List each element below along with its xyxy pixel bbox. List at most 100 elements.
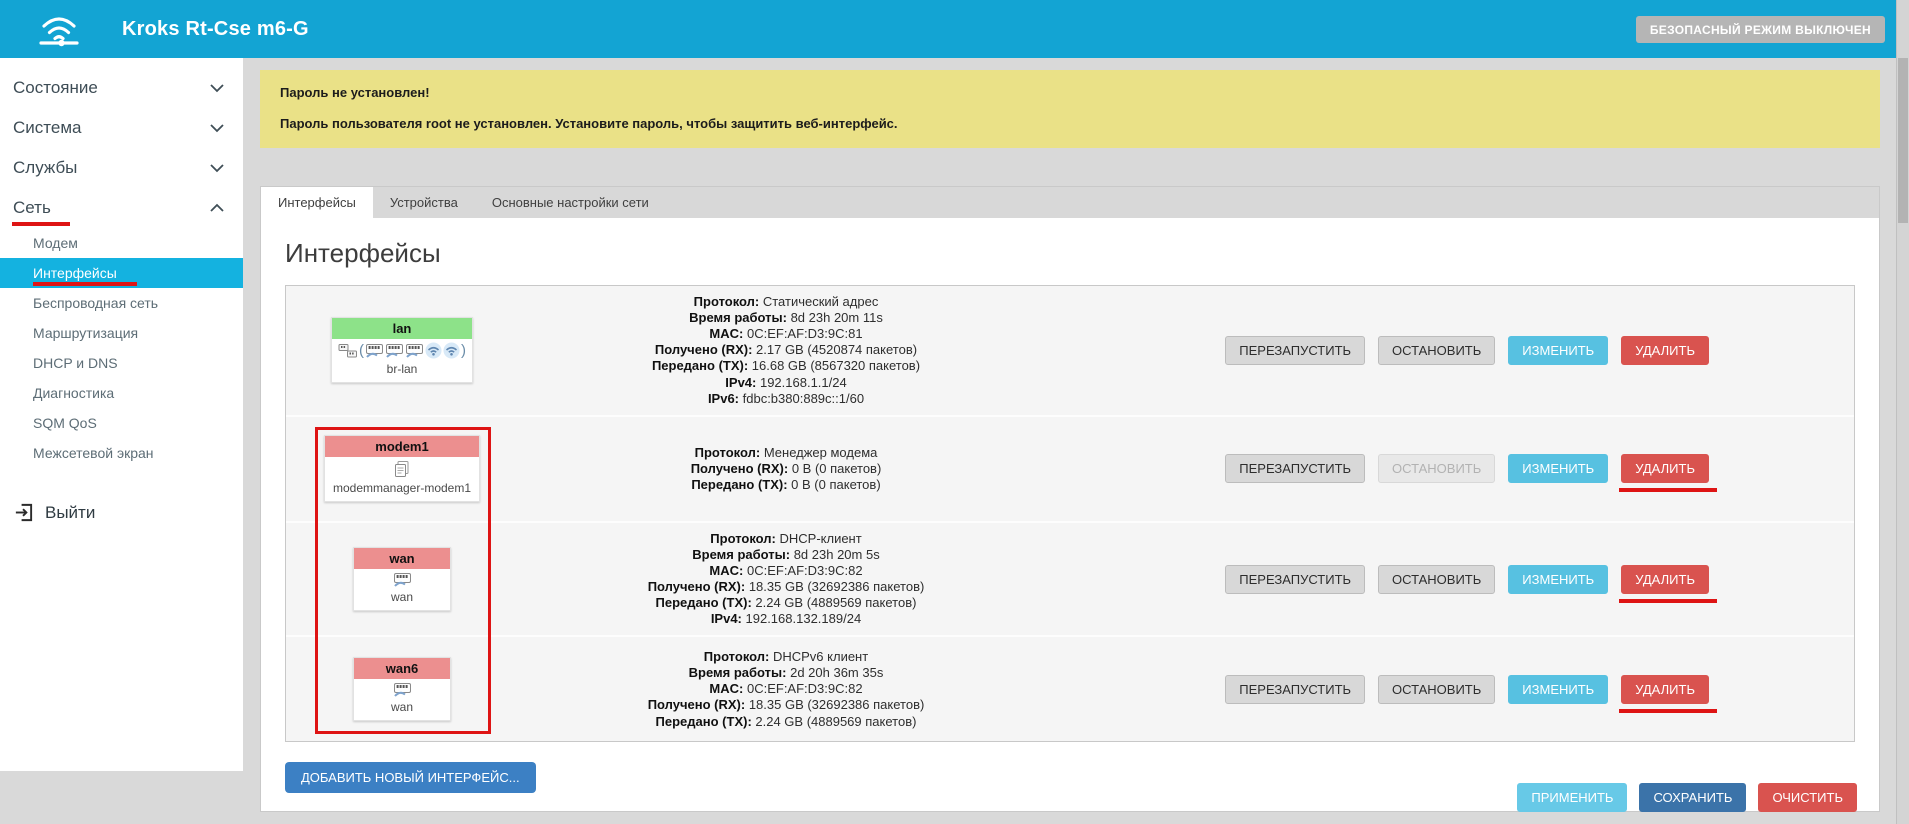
interface-icons: ()	[332, 339, 472, 359]
detail-label: Протокол:	[703, 649, 770, 665]
interfaces-table: lan() br-lan Протокол: Статический адрес Вр…	[285, 285, 1855, 743]
sidebar-section-label: Система	[13, 118, 82, 137]
sidebar-section-system[interactable]: Система	[0, 108, 243, 148]
interface-details: Протокол: DHCP-клиент Время работы: 8d 23…	[518, 531, 1279, 628]
red-underline-annotation	[12, 222, 70, 226]
sidebar-section-services[interactable]: Службы	[0, 148, 243, 188]
restart-button[interactable]: ПЕРЕЗАПУСТИТЬ	[1225, 674, 1366, 704]
detail-line: Передано (TX): 0 B (0 пакетов)	[518, 477, 1054, 493]
interface-badge[interactable]: wan6 wan	[353, 657, 451, 722]
detail-label: Время работы:	[692, 546, 791, 562]
chevron-up-icon	[209, 203, 225, 213]
wifi-icon	[443, 342, 460, 359]
restart-button[interactable]: ПЕРЕЗАПУСТИТЬ	[1225, 454, 1366, 484]
sidebar-item-interfaces[interactable]: Интерфейсы	[0, 258, 243, 288]
delete-button[interactable]: УДАЛИТЬ	[1621, 454, 1709, 484]
interface-actions: ПЕРЕЗАПУСТИТЬ ОСТАНОВИТЬ ИЗМЕНИТЬ УДАЛИТЬ	[1225, 454, 1854, 493]
delete-button[interactable]: УДАЛИТЬ	[1621, 335, 1709, 365]
detail-label: IPv6:	[707, 390, 740, 406]
tab-interfaces[interactable]: Интерфейсы	[261, 187, 373, 218]
paren-text: )	[461, 342, 466, 360]
sidebar-section-label: Состояние	[13, 78, 98, 97]
red-underline-annotation	[1619, 488, 1717, 493]
detail-label: Передано (TX):	[655, 595, 752, 611]
edit-button[interactable]: ИЗМЕНИТЬ	[1508, 454, 1609, 484]
restart-button[interactable]: ПЕРЕЗАПУСТИТЬ	[1225, 335, 1366, 365]
bridge-icon	[338, 343, 358, 359]
stop-button[interactable]: ОСТАНОВИТЬ	[1378, 335, 1496, 365]
footer-actions: ПРИМЕНИТЬ СОХРАНИТЬ ОЧИСТИТЬ	[1517, 783, 1857, 812]
detail-line: Получено (RX): 0 B (0 пакетов)	[518, 461, 1054, 477]
delete-button[interactable]: УДАЛИТЬ	[1621, 564, 1709, 594]
red-underline-annotation	[33, 282, 137, 286]
chevron-down-icon	[209, 163, 225, 173]
ethernet-port-icon	[393, 572, 412, 587]
sidebar-item-firewall[interactable]: Межсетевой экран	[0, 438, 243, 468]
scrollbar-thumb[interactable]	[1898, 58, 1908, 223]
badge-cell: wan6 wan	[286, 657, 518, 722]
page-scrollbar[interactable]	[1896, 0, 1909, 824]
paren-text: (	[359, 342, 364, 360]
detail-value: 192.168.1.1/24	[756, 374, 847, 390]
safe-mode-button[interactable]: БЕЗОПАСНЫЙ РЕЖИМ ВЫКЛЮЧЕН	[1635, 16, 1885, 43]
interface-badge[interactable]: wan wan	[353, 547, 451, 612]
interface-icons	[325, 457, 479, 478]
warning-message: Пароль пользователя root не установлен. …	[280, 116, 898, 131]
detail-line: MAC: 0C:EF:AF:D3:9C:81	[518, 326, 1054, 342]
detail-label: Протокол:	[710, 530, 776, 546]
sidebar-item-label: Модем	[33, 235, 78, 251]
logout-button[interactable]: Выйти	[0, 502, 243, 523]
sidebar-item-dhcp-dns[interactable]: DHCP и DNS	[0, 348, 243, 378]
interface-name: modem1	[324, 436, 480, 458]
ethernet-port-icon	[393, 682, 412, 698]
restart-button[interactable]: ПЕРЕЗАПУСТИТЬ	[1225, 564, 1366, 594]
detail-label: Получено (RX):	[654, 342, 753, 358]
sidebar-item-routing[interactable]: Маршрутизация	[0, 318, 243, 348]
add-interface-button[interactable]: ДОБАВИТЬ НОВЫЙ ИНТЕРФЕЙС...	[285, 762, 536, 794]
tab-devices[interactable]: Устройства	[389, 195, 458, 210]
interface-badge[interactable]: lan() br-lan	[331, 317, 473, 384]
interface-details: Протокол: DHCPv6 клиент Время работы: 2d …	[518, 649, 1279, 730]
sidebar-item-wireless[interactable]: Беспроводная сеть	[0, 288, 243, 318]
stop-button[interactable]: ОСТАНОВИТЬ	[1378, 564, 1496, 594]
edit-button[interactable]: ИЗМЕНИТЬ	[1508, 335, 1609, 365]
sidebar-item-label: SQM QoS	[33, 415, 97, 431]
interface-actions: ПЕРЕЗАПУСТИТЬ ОСТАНОВИТЬ ИЗМЕНИТЬ УДАЛИТЬ	[1225, 335, 1854, 365]
app-title: Kroks Rt-Cse m6-G	[122, 17, 309, 40]
badge-cell: modem1 modemmanager-modem1	[286, 435, 518, 503]
interface-row-wan: wan wan Протокол: DHCP-клиент Время работы:…	[286, 520, 1854, 636]
sidebar-item-modem[interactable]: Модем	[0, 228, 243, 258]
detail-line: Протокол: Менеджер модема	[518, 445, 1054, 461]
password-warning-banner: Пароль не установлен! Пароль пользовател…	[260, 70, 1880, 148]
detail-line: Передано (TX): 2.24 GB (4889569 пакетов)	[518, 714, 1054, 730]
sidebar-item-diagnostics[interactable]: Диагностика	[0, 378, 243, 408]
interface-badge[interactable]: modem1 modemmanager-modem1	[323, 435, 481, 503]
edit-button[interactable]: ИЗМЕНИТЬ	[1508, 564, 1609, 594]
badge-cell: lan() br-lan	[286, 317, 518, 384]
tab-bar: Интерфейсы Устройства Основные настройки с…	[261, 187, 1879, 218]
detail-line: Время работы: 8d 23h 20m 5s	[518, 547, 1054, 563]
interface-row-modem1: modem1 modemmanager-modem1 Протокол: Менед…	[286, 414, 1854, 521]
delete-button[interactable]: УДАЛИТЬ	[1621, 674, 1709, 704]
stop-button[interactable]: ОСТАНОВИТЬ	[1378, 674, 1496, 704]
sidebar-section-label: Сеть	[13, 198, 51, 217]
tab-network-settings[interactable]: Основные настройки сети	[491, 195, 649, 210]
detail-line: IPv4: 192.168.1.1/24	[518, 375, 1054, 391]
detail-value: 2.17 GB (4520874 пакетов)	[752, 342, 918, 358]
sidebar-item-sqm-qos[interactable]: SQM QoS	[0, 408, 243, 438]
edit-button[interactable]: ИЗМЕНИТЬ	[1508, 674, 1609, 704]
reset-button[interactable]: ОЧИСТИТЬ	[1758, 783, 1857, 812]
sidebar-section-status[interactable]: Состояние	[0, 68, 243, 108]
apply-button[interactable]: ПРИМЕНИТЬ	[1517, 783, 1628, 812]
detail-value: 2.24 GB (4889569 пакетов)	[751, 713, 917, 729]
save-button[interactable]: СОХРАНИТЬ	[1639, 783, 1747, 812]
sidebar-section-network[interactable]: Сеть	[0, 188, 243, 228]
sidebar-item-label: Интерфейсы	[33, 265, 117, 281]
card-body: Интерфейсы lan() br-lan Протокол: Статичес…	[261, 238, 1879, 812]
interface-device-label: modemmanager-modem1	[332, 481, 472, 496]
detail-line: Получено (RX): 18.35 GB (32692386 пакето…	[518, 579, 1054, 595]
sidebar-item-label: Маршрутизация	[33, 325, 139, 341]
delete-button-wrap: УДАЛИТЬ	[1619, 564, 1717, 603]
ethernet-port-icon	[385, 343, 404, 359]
